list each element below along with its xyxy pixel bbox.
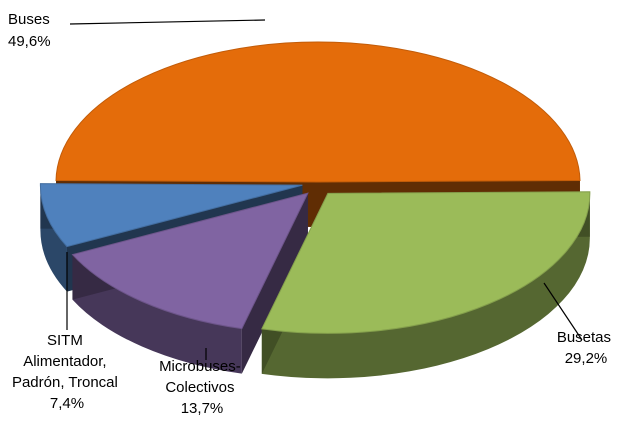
slice-top-face	[55, 41, 581, 183]
slice-top-face	[261, 191, 591, 334]
label-buses-value: 49,6%	[8, 33, 51, 50]
label-micro-value: 13,7%	[181, 400, 224, 417]
label-micro-line1: Microbuses-	[159, 358, 241, 375]
label-sitm-line3: Padrón, Troncal	[12, 374, 118, 391]
label-busetas: Busetas 29,2%	[557, 329, 615, 367]
label-sitm-line1: SITM	[47, 332, 83, 349]
leader-line-busetas	[543, 282, 583, 341]
pie-slices	[39, 41, 591, 379]
slice-side-wall	[72, 254, 242, 374]
label-micro-line2: Colectivos	[165, 379, 234, 396]
label-buses-name: Buses	[8, 11, 50, 28]
label-busetas-name: Busetas	[557, 329, 611, 346]
label-sitm-line2: Alimentador,	[23, 353, 106, 370]
slice-microbuses-colectivos	[71, 192, 309, 374]
slice-top-face	[39, 183, 303, 248]
leader-line-buses	[69, 19, 266, 25]
label-buses: Buses 49,6%	[8, 11, 54, 50]
label-sitm: SITM Alimentador, Padrón, Troncal 7,4%	[12, 332, 122, 412]
slice-top-face	[71, 192, 309, 330]
label-sitm-value: 7,4%	[50, 395, 84, 412]
slice-busetas	[261, 191, 591, 379]
slice-side-wall	[40, 185, 67, 292]
label-microbuses: Microbuses- Colectivos 13,7%	[159, 358, 245, 417]
label-busetas-value: 29,2%	[565, 350, 608, 367]
slice-side-wall	[261, 193, 590, 379]
